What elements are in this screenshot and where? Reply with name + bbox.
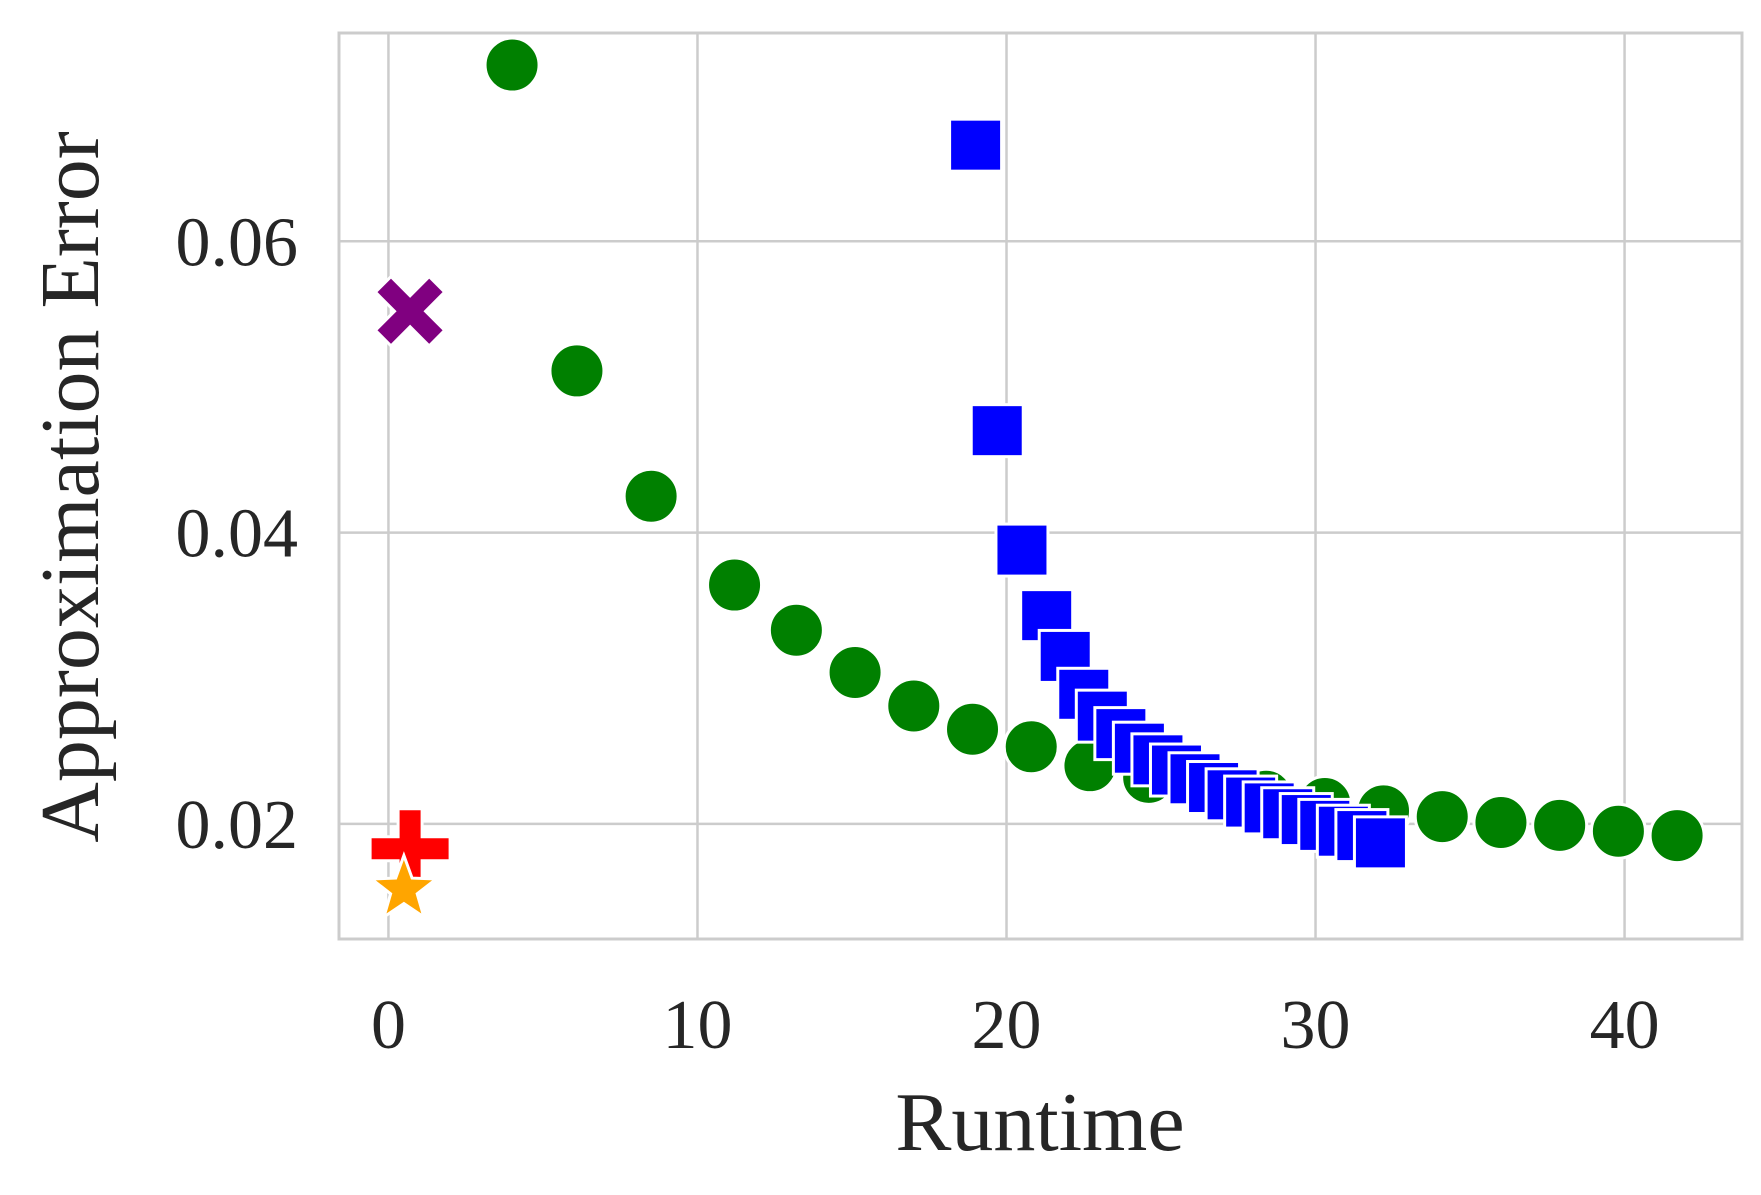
point-circle [1413,788,1471,846]
point-circle [1472,793,1530,851]
point-circle [826,643,884,701]
point-star [367,851,441,921]
x-tick-label: 0 [371,987,406,1064]
point-circle [1589,802,1647,860]
x-axis-ticks: 0 10 20 30 40 [371,987,1660,1064]
x-axis-label: Runtime [895,1076,1184,1169]
point-circle [706,556,764,614]
grid [339,33,1742,939]
point-circle [483,36,541,94]
point-x [373,274,447,349]
plot-frame [337,31,1744,941]
point-square [1352,815,1408,871]
y-tick-label: 0.04 [176,496,299,573]
point-circle [944,700,1002,758]
y-tick-label: 0.02 [176,787,299,864]
point-circle [548,342,606,400]
point-square [948,117,1004,173]
y-axis-ticks: 0.02 0.04 0.06 [176,204,299,864]
data-marks [367,36,1706,921]
point-circle [767,601,825,659]
point-circle [622,467,680,525]
point-circle [1002,718,1060,776]
point-circle [1531,796,1589,854]
point-circle [1648,807,1706,865]
y-axis-label: Approximation Error [24,131,117,843]
x-tick-label: 40 [1590,987,1660,1064]
series-star [367,851,441,921]
y-tick-label: 0.06 [176,204,299,281]
point-square [994,522,1050,578]
series-x [373,274,447,349]
point-square [969,403,1025,459]
x-tick-label: 10 [662,987,732,1064]
series-square [948,117,1408,871]
x-tick-label: 30 [1281,987,1351,1064]
point-circle [885,677,943,735]
x-tick-label: 20 [972,987,1042,1064]
